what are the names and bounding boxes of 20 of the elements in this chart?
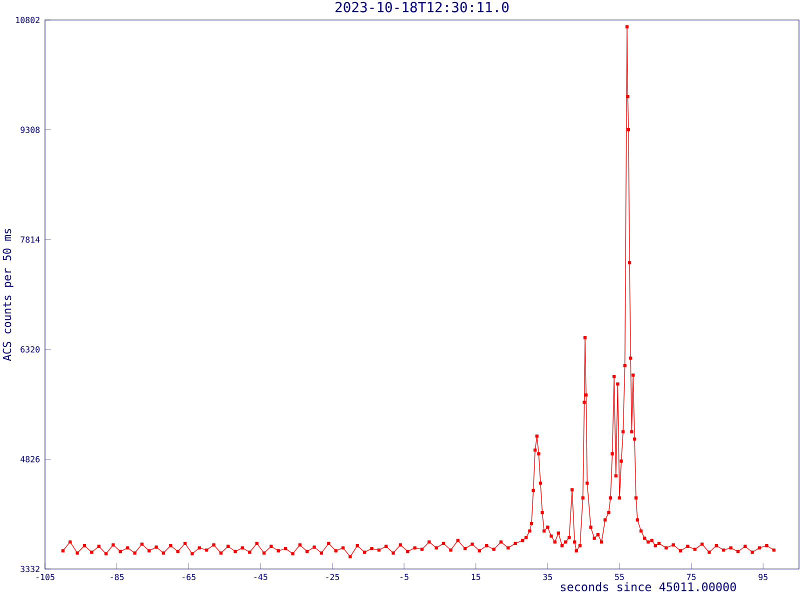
y-tick-label: 6320 [20, 346, 40, 353]
x-tick-label: 55 [615, 574, 624, 580]
y-tick-label: 7814 [20, 236, 40, 243]
y-tick-label: 10802 [16, 16, 40, 24]
x-tick-label: 95 [758, 574, 768, 580]
chart-title: 2023-10-18T12:30:11.0 [336, 2, 509, 12]
x-tick-label: -5 [400, 574, 408, 580]
x-tick-label: 75 [686, 574, 696, 580]
x-tick-label: 35 [543, 574, 552, 580]
x-tick-label: -25 [326, 574, 340, 580]
x-tick-label: -105 [36, 574, 54, 580]
x-tick-label: 15 [472, 574, 480, 580]
x-axis-title: seconds since 45011.00000 [560, 582, 736, 592]
y-tick-label: 3332 [20, 566, 40, 572]
x-tick-label: -45 [254, 574, 268, 580]
y-tick-label: 9308 [20, 126, 40, 133]
y-tick-label: 4826 [20, 456, 40, 462]
x-tick-label: -65 [182, 574, 196, 580]
x-tick-label: -85 [110, 574, 124, 580]
y-axis-title: ACS counts per 50 ms [2, 228, 14, 361]
